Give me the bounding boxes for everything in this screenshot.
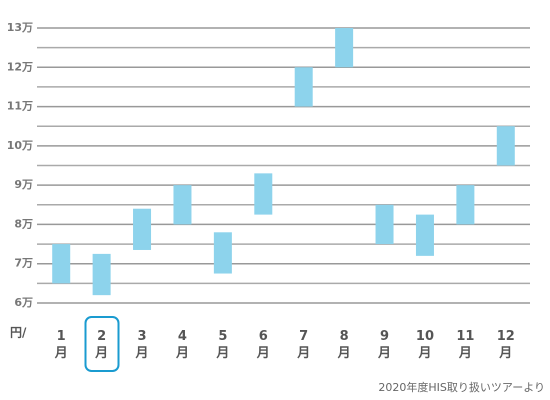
month-tab[interactable]: 3月 <box>135 329 149 361</box>
y-tick-label: 12万 <box>7 60 33 73</box>
range-bar <box>294 67 313 107</box>
month-tab[interactable]: 5月 <box>216 329 230 361</box>
range-bar <box>92 253 111 296</box>
month-tab[interactable]: 7月 <box>297 329 311 361</box>
range-bar <box>52 244 71 284</box>
range-bar <box>335 28 354 68</box>
y-unit-label: 円/ <box>10 326 27 340</box>
month-tab[interactable]: 6月 <box>256 329 270 361</box>
range-bar <box>173 185 192 225</box>
month-tab-selected[interactable]: 2月 <box>84 316 120 372</box>
month-tab[interactable]: 11月 <box>456 329 475 361</box>
month-tab[interactable]: 10月 <box>415 329 434 361</box>
range-bar <box>496 126 515 166</box>
range-bar <box>213 232 232 274</box>
y-tick-label: 9万 <box>14 178 33 191</box>
y-tick-label: 8万 <box>14 217 33 230</box>
source-note: 2020年度HIS取り扱いツアーより <box>378 380 545 394</box>
range-bar <box>415 214 434 256</box>
month-tab[interactable]: 9月 <box>378 329 392 361</box>
range-bar <box>133 208 152 250</box>
range-bar <box>375 204 394 245</box>
y-tick-label: 11万 <box>7 100 33 113</box>
y-tick-label: 10万 <box>7 139 33 152</box>
month-tab[interactable]: 8月 <box>337 329 351 361</box>
y-tick-label: 13万 <box>7 21 33 34</box>
range-bar <box>254 173 273 215</box>
y-tick-label: 6万 <box>14 296 33 309</box>
month-tab[interactable]: 1月 <box>54 329 68 361</box>
month-tab[interactable]: 12月 <box>496 329 515 361</box>
month-tab[interactable]: 4月 <box>175 329 189 361</box>
y-tick-label: 7万 <box>14 257 33 270</box>
range-bar <box>456 185 475 225</box>
